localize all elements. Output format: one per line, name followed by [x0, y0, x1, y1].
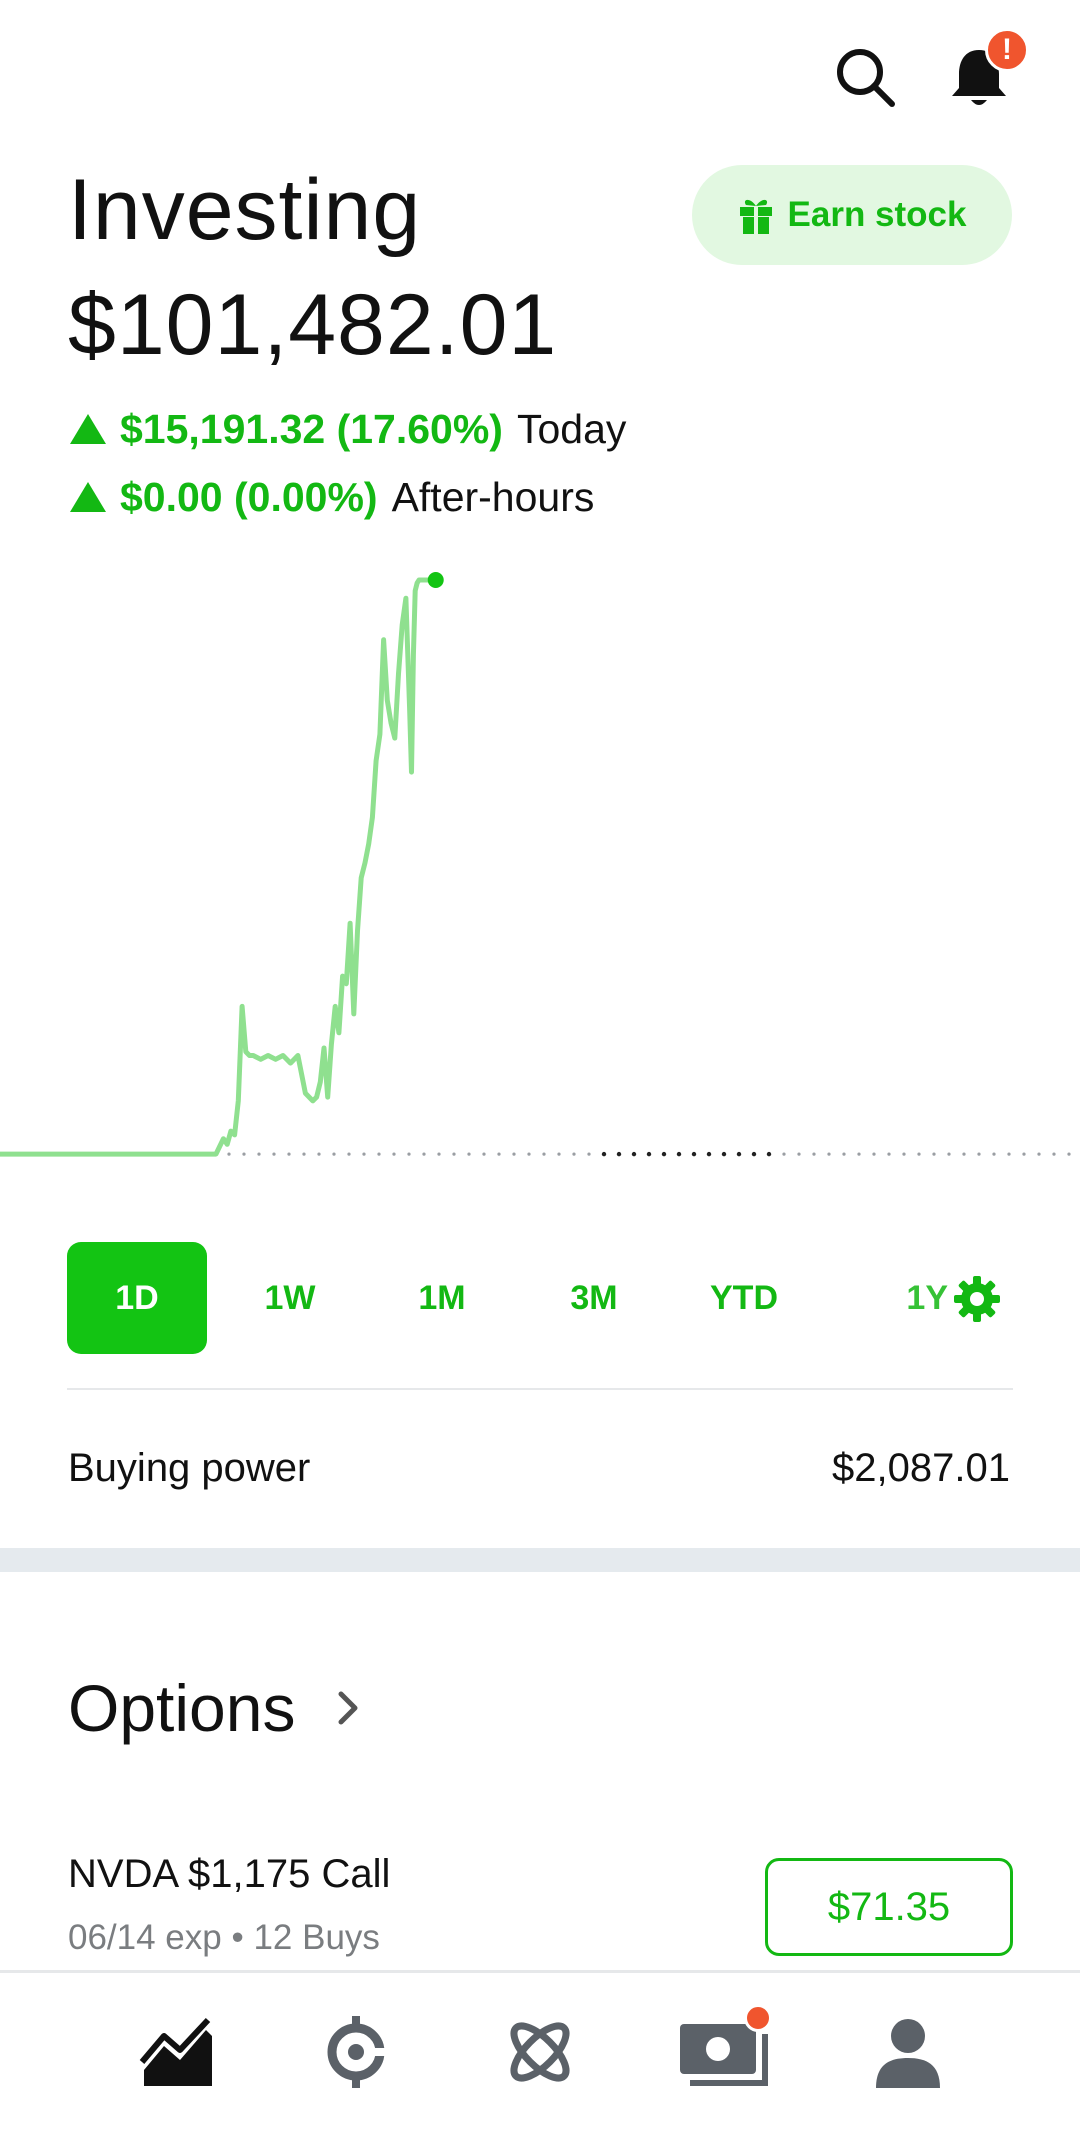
after-hours-change-amount: $0.00 (0.00%) — [120, 473, 378, 520]
reference-dot — [706, 1151, 712, 1157]
reference-dot — [932, 1152, 936, 1156]
range-tab-1y[interactable]: 1Y — [906, 1278, 948, 1317]
reference-dot — [676, 1151, 682, 1157]
crypto-icon[interactable] — [316, 2012, 396, 2092]
earn-stock-button[interactable]: Earn stock — [692, 165, 1012, 265]
reference-dot — [812, 1152, 816, 1156]
page-title: Investing — [68, 162, 422, 258]
reference-dot — [437, 1152, 441, 1156]
cash-notification-dot — [744, 2004, 772, 2032]
reference-dot — [751, 1151, 757, 1157]
reference-dot — [661, 1151, 667, 1157]
reference-dot — [347, 1152, 351, 1156]
notification-badge: ! — [985, 28, 1029, 72]
reference-dot — [587, 1152, 591, 1156]
reference-dot — [482, 1152, 486, 1156]
account-icon[interactable] — [868, 2012, 948, 2092]
reference-dot — [242, 1152, 246, 1156]
reference-dot — [1007, 1152, 1011, 1156]
reference-dot — [962, 1152, 966, 1156]
explore-icon[interactable] — [500, 2012, 580, 2092]
reference-dot — [1022, 1152, 1026, 1156]
reference-dot — [287, 1152, 291, 1156]
buying-power-value[interactable]: $2,087.01 — [832, 1446, 1010, 1490]
gift-icon — [739, 199, 772, 235]
portfolio-value: $101,482.01 — [68, 277, 558, 373]
reference-dot — [691, 1151, 697, 1157]
option-position-subtitle: 06/14 exp • 12 Buys — [68, 1918, 380, 1957]
reference-dot — [452, 1152, 456, 1156]
reference-dot — [377, 1152, 381, 1156]
reference-dot — [362, 1152, 366, 1156]
option-position-name[interactable]: NVDA $1,175 Call — [68, 1852, 391, 1896]
reference-dot — [422, 1152, 426, 1156]
reference-dot — [601, 1151, 607, 1157]
section-separator — [0, 1548, 1080, 1572]
reference-dot — [736, 1151, 742, 1157]
range-tab-1d[interactable]: 1D — [67, 1242, 207, 1354]
chart-series-line — [0, 577, 439, 1157]
reference-dot — [782, 1152, 786, 1156]
search-icon[interactable] — [832, 44, 900, 112]
after-hours-change: $0.00 (0.00%) After-hours — [70, 469, 594, 525]
reference-dot — [392, 1152, 396, 1156]
reference-dot — [721, 1151, 727, 1157]
range-tab-1w[interactable]: 1W — [264, 1278, 316, 1317]
today-change: $15,191.32 (17.60%) Today — [70, 401, 626, 457]
up-triangle-icon — [70, 482, 106, 512]
investing-icon[interactable] — [138, 2012, 218, 2092]
reference-dot — [917, 1152, 921, 1156]
reference-dot — [797, 1152, 801, 1156]
reference-dot — [1037, 1152, 1041, 1156]
reference-dot — [332, 1152, 336, 1156]
reference-dot — [512, 1152, 516, 1156]
reference-dot — [766, 1151, 772, 1157]
cash-icon[interactable] — [678, 2012, 768, 2092]
option-position-price-button[interactable]: $71.35 — [765, 1858, 1013, 1956]
reference-dot — [542, 1152, 546, 1156]
reference-dot — [857, 1152, 861, 1156]
range-tab-ytd[interactable]: YTD — [710, 1278, 778, 1317]
reference-dot — [572, 1152, 576, 1156]
reference-dot — [257, 1152, 261, 1156]
reference-dot — [272, 1152, 276, 1156]
options-section-header[interactable]: Options — [68, 1670, 363, 1746]
portfolio-chart[interactable] — [0, 560, 1080, 1220]
reference-dot — [631, 1151, 637, 1157]
after-hours-change-label: After-hours — [391, 473, 595, 520]
reference-dot — [947, 1152, 951, 1156]
divider — [67, 1388, 1013, 1390]
reference-dot — [992, 1152, 996, 1156]
options-title: Options — [68, 1671, 296, 1745]
reference-dot — [842, 1152, 846, 1156]
reference-dot — [557, 1152, 561, 1156]
reference-dot — [302, 1152, 306, 1156]
earn-stock-label: Earn stock — [787, 195, 967, 234]
reference-dot — [616, 1151, 622, 1157]
up-triangle-icon — [70, 414, 106, 444]
reference-dot — [827, 1152, 831, 1156]
reference-dot — [467, 1152, 471, 1156]
chart-settings-gear-icon[interactable] — [952, 1274, 1002, 1324]
reference-dot — [497, 1152, 501, 1156]
chevron-right-icon — [338, 1691, 358, 1725]
reference-dot — [317, 1152, 321, 1156]
today-change-amount: $15,191.32 (17.60%) — [120, 405, 503, 452]
range-tab-1m[interactable]: 1M — [418, 1278, 466, 1317]
buying-power-label[interactable]: Buying power — [68, 1446, 311, 1490]
reference-dot — [1067, 1152, 1071, 1156]
reference-dot — [527, 1152, 531, 1156]
reference-dot — [1052, 1152, 1056, 1156]
range-tab-3m[interactable]: 3M — [570, 1278, 618, 1317]
reference-dot — [227, 1152, 231, 1156]
reference-dot — [902, 1152, 906, 1156]
reference-dot — [887, 1152, 891, 1156]
reference-dot — [872, 1152, 876, 1156]
reference-dot — [977, 1152, 981, 1156]
reference-dot — [646, 1151, 652, 1157]
today-change-label: Today — [516, 405, 627, 452]
chart-endpoint — [427, 572, 444, 589]
reference-dot — [407, 1152, 411, 1156]
